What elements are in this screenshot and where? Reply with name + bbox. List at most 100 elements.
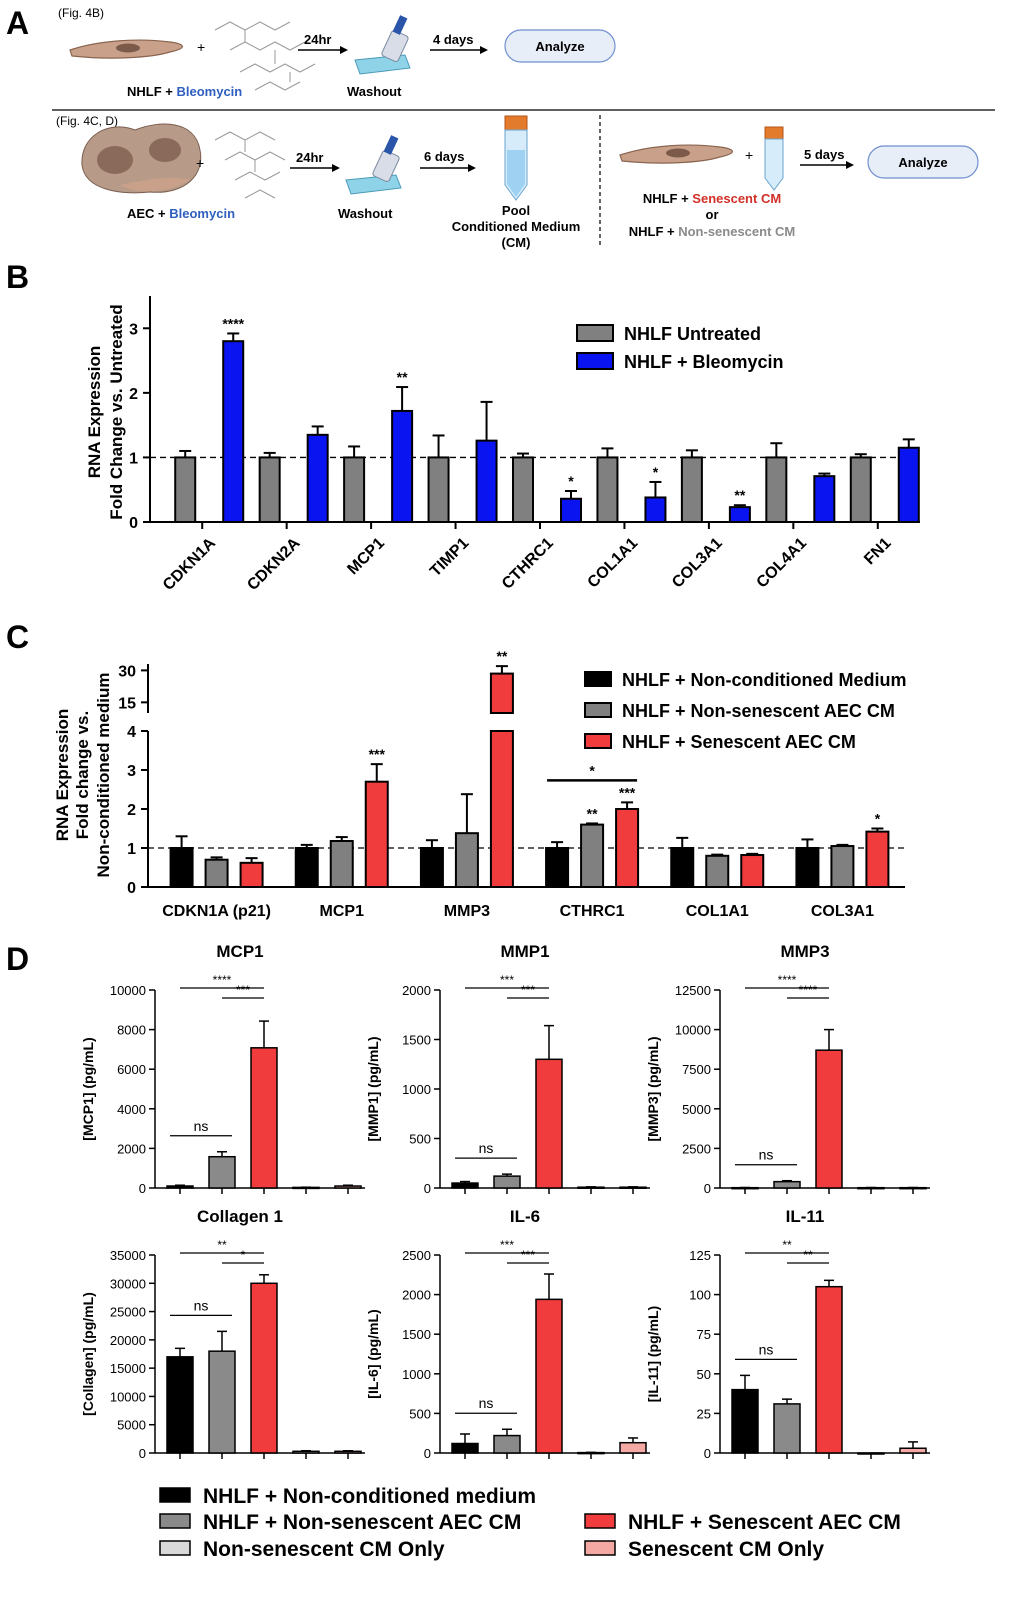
b-bar xyxy=(644,496,667,524)
plus-sign-1: + xyxy=(197,39,205,55)
conical-tube-image-2 xyxy=(764,126,784,191)
row1-washout: Washout xyxy=(347,84,402,99)
b-x-tick-label: CDKN2A xyxy=(244,534,303,593)
panel-c-ylabel-3: Non-conditioned medium xyxy=(94,673,113,878)
d-y-tick-label: 12500 xyxy=(675,983,711,998)
row2-ref: (Fig. 4C, D) xyxy=(56,114,118,128)
d-y-tick-label: 75 xyxy=(697,1327,711,1342)
row1-time1: 24hr xyxy=(304,32,331,47)
b-bar xyxy=(728,506,751,523)
b-significance: * xyxy=(653,464,659,480)
d-bar xyxy=(250,1047,278,1189)
legend-c: NHLF + Non-conditioned Medium NHLF + Non… xyxy=(584,670,906,752)
c-x-tick-label: MCP1 xyxy=(320,903,365,920)
b-y-tick-label: 1 xyxy=(129,450,138,467)
d-y-tick-label: 25 xyxy=(697,1406,711,1421)
row1-ref: (Fig. 4B) xyxy=(58,6,104,20)
d-ylabel: [IL-6] (pg/mL) xyxy=(365,1309,381,1398)
panel-a: A (Fig. 4B) + 24hr NHLF + Bleomycin Wash… xyxy=(6,5,995,250)
aec-cells-image xyxy=(81,123,202,194)
c-bar xyxy=(419,847,444,888)
c-bar xyxy=(169,847,194,888)
legend-b: NHLF Untreated NHLF + Bleomycin xyxy=(576,324,784,372)
d-y-tick-label: 1000 xyxy=(402,1367,431,1382)
b-significance: * xyxy=(568,473,574,489)
legend-d-swatch-1 xyxy=(159,1513,191,1529)
c-bar xyxy=(580,823,605,888)
c-bar xyxy=(705,854,730,888)
panel-c-label: C xyxy=(6,619,29,655)
b-bar xyxy=(306,433,329,524)
b-y-tick-label: 3 xyxy=(129,321,138,338)
d-bracket-label: ** xyxy=(782,1238,792,1252)
cm-senescent: Senescent CM xyxy=(692,191,781,206)
b-bar xyxy=(897,446,920,523)
pipette-image-1 xyxy=(354,15,411,75)
d-y-tick-label: 50 xyxy=(697,1367,711,1382)
row2-nhlf-senescent: NHLF + Senescent CM xyxy=(643,191,781,206)
d-y-tick-label: 5000 xyxy=(682,1102,711,1117)
d-y-tick-label: 2500 xyxy=(682,1141,711,1156)
d-y-tick-label: 0 xyxy=(424,1181,431,1196)
d-ns-label: ns xyxy=(194,1118,209,1134)
c-bar xyxy=(204,858,229,889)
d-bracket-label: *** xyxy=(500,1238,514,1252)
d-bar xyxy=(857,1452,885,1455)
d-bar xyxy=(899,1447,927,1454)
row2-analyze-box xyxy=(867,145,979,179)
d-bar xyxy=(208,1350,236,1454)
d-ylabel: [IL-11] (pg/mL) xyxy=(645,1306,661,1402)
b-x-tick-label: COL1A1 xyxy=(585,535,642,592)
c-bar xyxy=(294,847,319,888)
row2-arrow1-head xyxy=(332,164,340,172)
d-y-tick-label: 8000 xyxy=(117,1023,146,1038)
d-y-tick-label: 6000 xyxy=(117,1062,146,1077)
d-ylabel: [MMP1] (pg/mL) xyxy=(365,1037,381,1142)
d-y-tick-label: 1000 xyxy=(402,1082,431,1097)
fibroblast-nucleus xyxy=(116,43,140,53)
pipette-image-2 xyxy=(345,135,402,195)
d-y-tick-label: 0 xyxy=(139,1446,146,1461)
c-bar xyxy=(740,854,765,889)
chart-d: MCP1[MCP1] (pg/mL)0200040006000800010000… xyxy=(80,942,930,1461)
b-bar xyxy=(258,456,281,523)
b-y-tick-label: 2 xyxy=(129,386,138,403)
b-significance: **** xyxy=(222,315,244,331)
d-bar xyxy=(493,1434,521,1454)
panel-a-label: A xyxy=(6,5,29,41)
d-bar xyxy=(250,1282,278,1454)
d-y-tick-label: 1500 xyxy=(402,1327,431,1342)
chart-b: 0 1 2 3 CDKN1A **** CDKN2A MCP1 ** TIMP1 CTHRC1 * CO… xyxy=(129,296,920,594)
row2-washout: Washout xyxy=(338,206,393,221)
legend-d-item-2: NHLF + Senescent AEC CM xyxy=(628,1511,901,1534)
c-bar xyxy=(329,839,354,888)
plus-sign-2: + xyxy=(196,155,204,171)
d-subplot-title: IL-6 xyxy=(510,1207,540,1226)
b-bar xyxy=(475,439,498,524)
c-bracket-label: * xyxy=(589,762,595,778)
d-ns-label: ns xyxy=(759,1147,774,1163)
d-bracket-label: ** xyxy=(803,1248,813,1262)
d-subplot-title: Collagen 1 xyxy=(197,1207,283,1226)
b-bar xyxy=(222,340,245,524)
c-bar xyxy=(830,845,855,888)
b-bar xyxy=(512,456,534,523)
d-y-tick-label: 2000 xyxy=(117,1141,146,1156)
legend-b-swatch-bleomycin xyxy=(576,352,614,370)
d-y-tick-label: 10000 xyxy=(110,1389,146,1404)
b-significance: ** xyxy=(734,487,745,503)
d-bracket-label: *** xyxy=(521,1248,535,1262)
legend-c-swatch-0 xyxy=(584,671,612,687)
d-bar xyxy=(166,1185,194,1189)
b-x-tick-label: MCP1 xyxy=(344,535,388,579)
c-x-tick-label: COL1A1 xyxy=(686,903,749,920)
b-bar xyxy=(765,456,788,523)
d-bar xyxy=(731,1388,759,1454)
panel-c-ylabel-1: RNA Expression xyxy=(53,709,72,842)
plus-sign-3: + xyxy=(745,147,753,163)
d-y-tick-label: 2500 xyxy=(402,1248,431,1263)
b-x-tick-label: CTHRC1 xyxy=(499,535,557,593)
c-bar-lower xyxy=(489,730,514,888)
legend-d-swatch-2 xyxy=(584,1513,616,1529)
